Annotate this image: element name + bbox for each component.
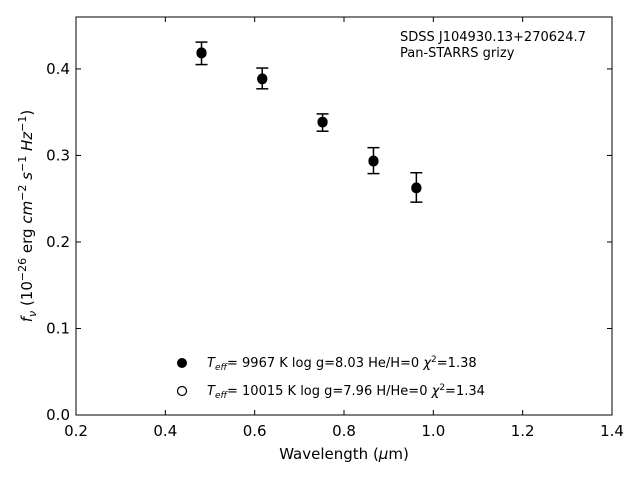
- x-tick-label: 0.6: [243, 422, 267, 440]
- x-tick-label: 0.4: [153, 422, 177, 440]
- legend-entry-2: Teff= 10015 K log g=7.96 H/He=0 χ2=1.34: [207, 383, 485, 401]
- legend: Teff= 9967 K log g=8.03 He/H=0 χ2=1.38 T…: [176, 355, 485, 401]
- y-tick-label: 0.4: [46, 60, 70, 78]
- x-axis-label: Wavelength (μm): [279, 445, 409, 463]
- legend-entry-1: Teff= 9967 K log g=8.03 He/H=0 χ2=1.38: [207, 355, 477, 373]
- annotation-line-1: SDSS J104930.13+270624.7: [400, 30, 586, 45]
- annotation-line-2: Pan-STARRS grizy: [400, 46, 515, 61]
- y-tick-label: 0.1: [46, 319, 70, 337]
- y-tick-label: 0.0: [46, 406, 70, 424]
- legend-marker-filled: [177, 358, 187, 368]
- model-point-open: [196, 47, 207, 58]
- model-point-open: [411, 183, 422, 194]
- data-points: [196, 47, 422, 194]
- x-tick-label: 1.2: [511, 422, 535, 440]
- model-point-open: [317, 116, 328, 127]
- axis-ticks: 0.2 0.4 0.6 0.8 1.0 1.2 1.4 0.0 0.1 0.2 0.3 0.4: [46, 17, 624, 440]
- model-point-open: [257, 74, 268, 85]
- x-tick-label: 1.0: [421, 422, 445, 440]
- legend-marker-open: [176, 385, 188, 397]
- x-tick-label: 0.8: [332, 422, 356, 440]
- x-tick-label: 0.2: [64, 422, 88, 440]
- plot-frame: [75, 16, 613, 416]
- model-point-open: [368, 156, 379, 167]
- x-tick-label: 1.4: [600, 422, 624, 440]
- y-axis-label: fν (10−26 erg cm−2 s−1 Hz−1): [16, 110, 39, 323]
- error-bars: [195, 41, 423, 203]
- y-tick-label: 0.2: [46, 233, 70, 251]
- y-tick-label: 0.3: [46, 146, 70, 164]
